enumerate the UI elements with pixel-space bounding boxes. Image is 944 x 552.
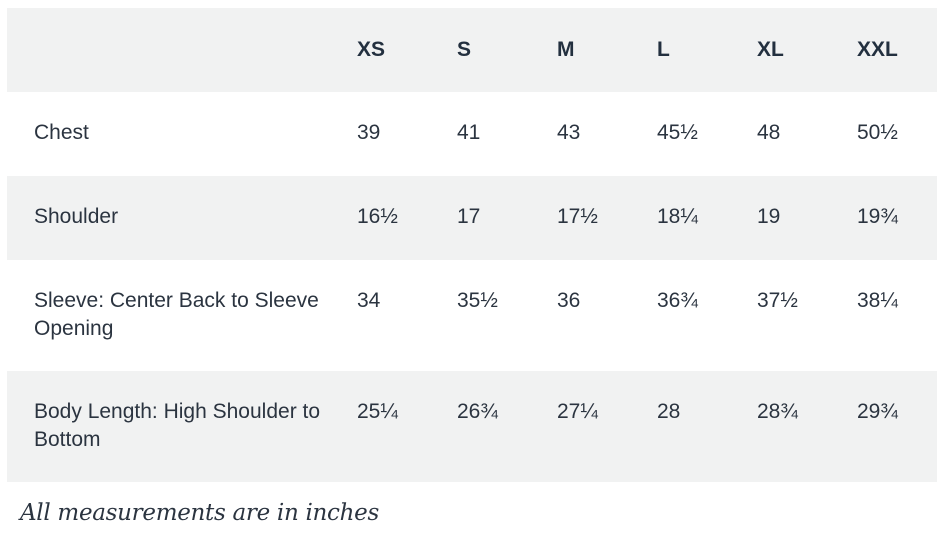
size-header-xxl: XXL	[857, 38, 898, 61]
table-cell: 26¾	[457, 400, 498, 423]
table-cell: 19¾	[857, 205, 898, 228]
table-row-body-length: Body Length: High Shoulder to Bottom 25¼…	[7, 371, 937, 482]
table-row-sleeve: Sleeve: Center Back to Sleeve Opening 34…	[7, 260, 937, 371]
table-cell: 28¾	[757, 400, 798, 423]
table-row-shoulder: Shoulder 16½ 17 17½ 18¼ 19 19¾	[7, 176, 937, 260]
table-cell: 17	[457, 205, 481, 228]
row-label-sleeve: Sleeve: Center Back to Sleeve Opening	[34, 289, 319, 340]
table-cell: 29¾	[857, 400, 898, 423]
row-label-shoulder: Shoulder	[34, 205, 119, 228]
size-header-xs: XS	[357, 38, 386, 61]
measurement-units-note: All measurements are in inches	[20, 500, 379, 526]
table-cell: 25¼	[357, 400, 398, 423]
corner-cell	[7, 8, 350, 92]
table-cell: 36	[557, 289, 581, 312]
table-cell: 36¾	[657, 289, 698, 312]
table-cell: 48	[757, 121, 781, 144]
table-cell: 27¼	[557, 400, 598, 423]
table-cell: 43	[557, 121, 581, 144]
table-cell: 34	[357, 289, 381, 312]
size-header-s: S	[457, 38, 472, 61]
table-cell: 38¼	[857, 289, 898, 312]
table-cell: 35½	[457, 289, 498, 312]
row-label-chest: Chest	[34, 121, 89, 144]
size-header-xl: XL	[757, 38, 784, 61]
size-header-m: M	[557, 38, 575, 61]
table-cell: 41	[457, 121, 481, 144]
table-cell: 50½	[857, 121, 898, 144]
table-cell: 19	[757, 205, 781, 228]
table-cell: 28	[657, 400, 681, 423]
table-cell: 39	[357, 121, 381, 144]
table-row-chest: Chest 39 41 43 45½ 48 50½	[7, 92, 937, 176]
size-header-l: L	[657, 38, 670, 61]
row-label-body-length: Body Length: High Shoulder to Bottom	[34, 400, 321, 451]
table-cell: 17½	[557, 205, 598, 228]
table-cell: 16½	[357, 205, 398, 228]
table-cell: 45½	[657, 121, 698, 144]
size-header-row: XS S M L XL XXL	[7, 8, 937, 92]
table-cell: 37½	[757, 289, 798, 312]
size-chart-table: XS S M L XL XXL Chest 39 41 43 45½ 48 50…	[7, 8, 937, 482]
table-cell: 18¼	[657, 205, 698, 228]
